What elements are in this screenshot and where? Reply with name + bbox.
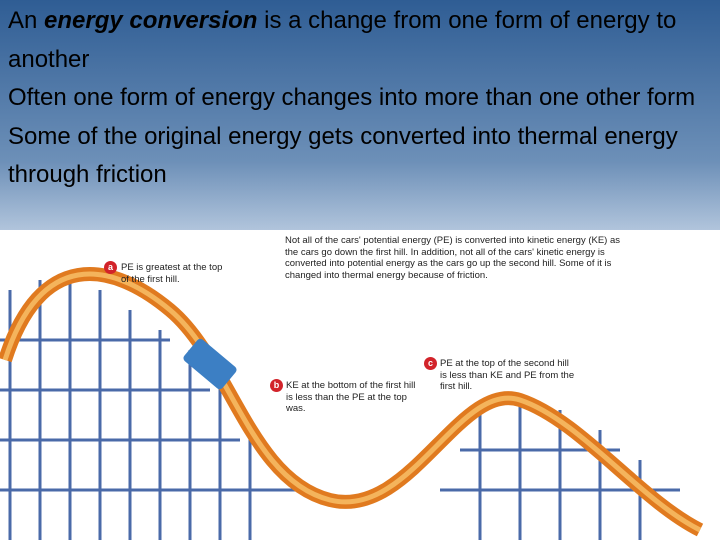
callout-letter: c [424,357,437,370]
callout: PE is greatest at the top of the first h… [121,262,223,285]
text: is a change from one form of energy to a… [8,7,677,73]
callout-letter: a [104,261,117,274]
roller-coaster [0,267,704,540]
bullet: Some of the original energy gets convert… [8,122,678,189]
caption: Not all of the cars' potential energy (P… [285,235,621,281]
callout-letter: b [270,379,283,392]
callout: PE at the top of the second hill is less… [440,358,575,392]
callout: KE at the bottom of the first hill is le… [286,380,416,414]
term: energy conversion [44,7,258,34]
figure: Not all of the cars' potential energy (P… [0,230,720,540]
bullet: An energy conversion is a change from on… [8,2,720,79]
text: An [8,7,45,34]
bullet: Often one form of energy changes into mo… [8,84,696,111]
bullet-list: An energy conversion is a change from on… [8,2,720,195]
